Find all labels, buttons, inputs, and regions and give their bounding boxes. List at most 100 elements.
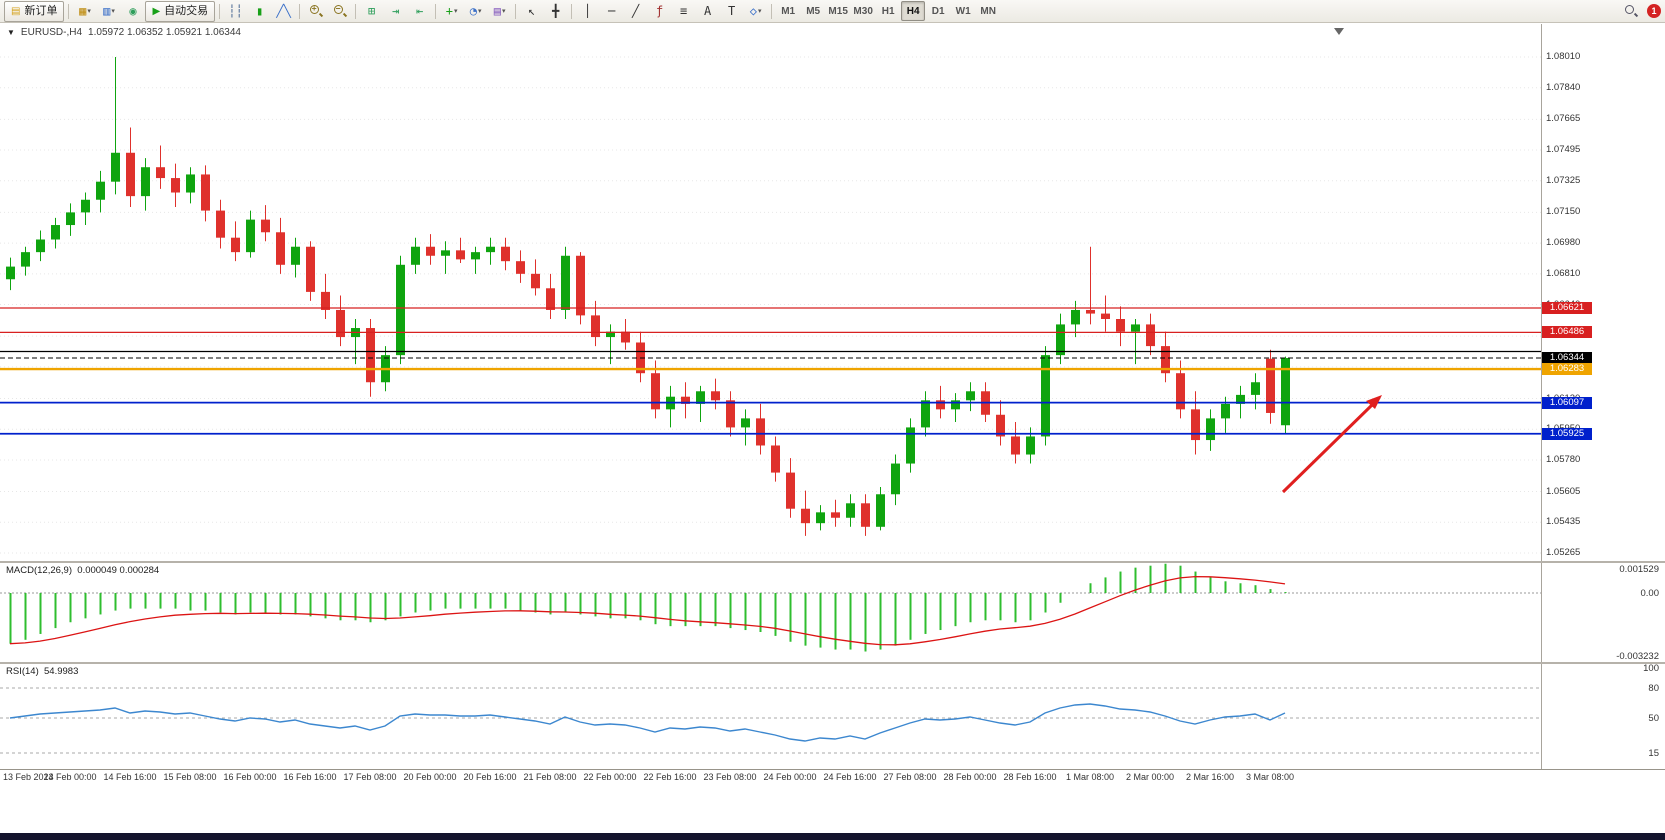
timeframe-m30[interactable]: M30 (853, 5, 873, 17)
candle (216, 210, 225, 238)
timeframe-w1[interactable]: W1 (955, 5, 971, 17)
time-axis-label: 14 Feb 16:00 (103, 772, 157, 782)
time-axis-label: 16 Feb 00:00 (223, 772, 277, 782)
toolbar-separator (219, 3, 221, 19)
candle (561, 255, 570, 310)
annotation-arrow[interactable] (1281, 403, 1374, 494)
candle (1161, 346, 1170, 374)
price-axis-tick: 1.07150 (1546, 206, 1581, 218)
chevron-down-icon: ▾ (454, 6, 458, 15)
auto-trading-button-label: 自动交易 (164, 4, 209, 17)
bar-chart-icon[interactable]: ┆┆ (224, 1, 247, 22)
chart-title: ▼ EURUSD-,H4 1.05972 1.06352 1.05921 1.0… (7, 27, 241, 38)
candle (141, 167, 150, 197)
panel-divider[interactable] (0, 561, 1665, 563)
candle (1191, 409, 1200, 441)
crosshair-icon[interactable]: ╋ (544, 1, 567, 22)
timeframe-m5[interactable]: M5 (806, 5, 821, 17)
price-tag: 1.06621 (1542, 301, 1592, 314)
time-axis-label: 28 Feb 00:00 (943, 772, 997, 782)
zoom-in-icon[interactable]: + (304, 1, 327, 22)
trendline-icon: ╱ (632, 3, 640, 18)
price-axis-tick: 1.07840 (1546, 81, 1581, 93)
notification-badge[interactable]: 1 (1647, 4, 1661, 18)
timeframe-m15[interactable]: M15 (828, 5, 848, 17)
toolbar: ▤ 新订单 ▦ ▾ ▥ ▾ ◉ ▶ 自动交易 ┆┆ ▮ ╱╲ + − ⊞ ⇥ ⇤ + ▾ ◔ ▾ ▤ ▾ ↖ ╋ │ ─ ╱ ƒ ≡ A T ◇… (0, 0, 1665, 23)
price-tag: 1.05925 (1542, 427, 1592, 440)
time-axis-label: 24 Feb 00:00 (763, 772, 817, 782)
new-order-button[interactable]: ▤ 新订单 (4, 0, 65, 22)
tile-windows-icon[interactable]: ⊞ (360, 1, 383, 22)
candle (786, 472, 795, 509)
rsi-axis-label: 100 (1643, 663, 1659, 674)
price-chart[interactable] (0, 24, 1665, 561)
channels-icon[interactable]: ≡ (672, 1, 695, 22)
chart-shift-marker[interactable] (1334, 28, 1344, 35)
label-icon[interactable]: T (720, 1, 743, 22)
time-axis-label: 23 Feb 08:00 (703, 772, 757, 782)
rsi-axis-label: 50 (1648, 713, 1659, 724)
periods-icon[interactable]: ◔ ▾ (464, 1, 487, 22)
text-icon: A (704, 3, 712, 18)
line-chart-icon[interactable]: ╱╲ (272, 1, 295, 22)
candle (876, 494, 885, 527)
candle (1101, 313, 1110, 320)
macd-panel[interactable] (0, 563, 1665, 662)
candle (156, 167, 165, 179)
text-icon[interactable]: A (696, 1, 719, 22)
fibonacci-icon: ƒ (656, 3, 664, 18)
price-tag: 1.06283 (1542, 363, 1592, 376)
macd-values: 0.000049 0.000284 (77, 565, 160, 576)
candle (291, 246, 300, 265)
zoom-out-icon[interactable]: − (328, 1, 351, 22)
horizontal-line-icon[interactable]: ─ (600, 1, 623, 22)
indicators-icon[interactable]: + ▾ (440, 1, 463, 22)
candle (471, 252, 480, 260)
price-axis-separator (1541, 24, 1542, 769)
candlestick-icon[interactable]: ▮ (248, 1, 271, 22)
candle (96, 181, 105, 200)
chevron-down-icon: ▾ (87, 6, 91, 15)
candle (651, 373, 660, 410)
cursor-icon[interactable]: ↖ (520, 1, 543, 22)
auto-scroll-icon[interactable]: ⇥ (384, 1, 407, 22)
toolbar-separator (435, 3, 437, 19)
data-window-icon[interactable]: ◉ (121, 1, 144, 22)
auto-trading-button[interactable]: ▶ 自动交易 (145, 0, 216, 22)
panel-divider[interactable] (0, 662, 1665, 664)
candle (771, 445, 780, 473)
candle (246, 219, 255, 253)
chart-shift-icon[interactable]: ⇤ (408, 1, 431, 22)
candle (411, 246, 420, 265)
rsi-line (9, 703, 1286, 742)
timeframe-d1[interactable]: D1 (931, 5, 945, 17)
candle (711, 391, 720, 401)
vertical-line-icon[interactable]: │ (576, 1, 599, 22)
timeframe-h4[interactable]: H4 (901, 1, 926, 21)
new-order-button-label: 新订单 (24, 4, 58, 17)
timeframe-m1[interactable]: M1 (781, 5, 796, 17)
timeframe-mn[interactable]: MN (980, 5, 996, 17)
candle (1026, 436, 1035, 455)
candle (816, 512, 825, 524)
price-axis-tick: 1.06810 (1546, 267, 1581, 279)
candle (486, 246, 495, 253)
trendline-icon[interactable]: ╱ (624, 1, 647, 22)
new-chart-icon: ▦ (79, 3, 87, 18)
candle (396, 264, 405, 356)
data-window-icon: ◉ (129, 3, 137, 18)
shapes-icon[interactable]: ◇ ▾ (744, 1, 767, 22)
annotation-arrow-head (1366, 395, 1382, 409)
candle (36, 239, 45, 253)
candle (951, 400, 960, 410)
one-click-trading-toggle[interactable]: ▼ (7, 28, 15, 37)
candle (51, 225, 60, 240)
rsi-panel[interactable] (0, 664, 1665, 769)
fibonacci-icon[interactable]: ƒ (648, 1, 671, 22)
templates-icon[interactable]: ▤ ▾ (488, 1, 511, 22)
profiles-icon[interactable]: ▥ ▾ (97, 1, 120, 22)
timeframe-h1[interactable]: H1 (881, 5, 895, 17)
candle (456, 250, 465, 260)
new-chart-icon[interactable]: ▦ ▾ (73, 1, 96, 22)
search-icon[interactable] (1619, 1, 1642, 22)
